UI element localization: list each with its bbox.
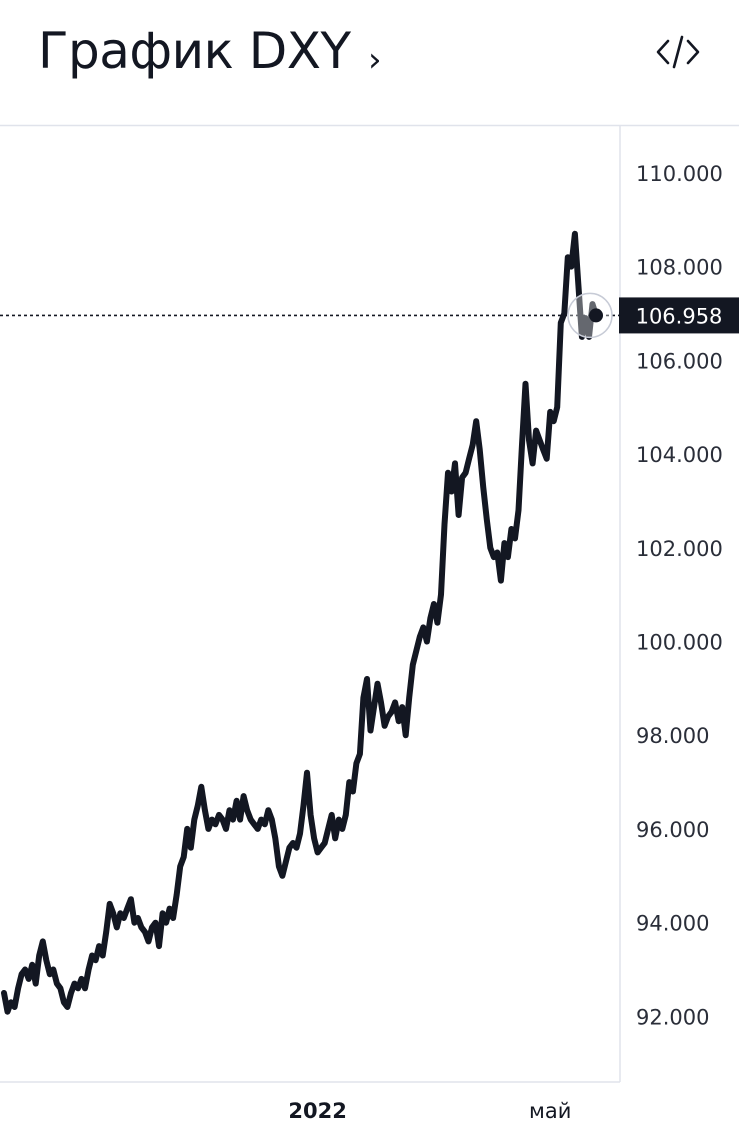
y-tick-label: 94.000 (636, 912, 709, 936)
x-tick-label: 2022 (288, 1099, 346, 1123)
y-tick-label: 102.000 (636, 537, 723, 561)
y-tick-label: 98.000 (636, 724, 709, 748)
time-axis: 2022 май (288, 1099, 571, 1123)
y-tick-label: 106.000 (636, 349, 723, 373)
last-price-value: 106.958 (636, 304, 723, 328)
price-axis: 110.000 108.000 106.000 104.000 102.000 100.0… (636, 162, 723, 1030)
last-point-marker (589, 308, 603, 323)
chart-header: График DXY › (0, 0, 739, 112)
dxy-price-line (1, 230, 599, 1015)
code-embed-icon[interactable] (652, 32, 704, 72)
chart-title[interactable]: График DXY (38, 22, 351, 80)
y-tick-label: 92.000 (636, 1005, 709, 1029)
chevron-right-icon[interactable]: › (368, 40, 382, 80)
y-tick-label: 110.000 (636, 162, 723, 186)
y-tick-label: 108.000 (636, 256, 723, 280)
y-tick-label: 100.000 (636, 630, 723, 654)
last-price-label: 106.958 (619, 297, 739, 334)
x-tick-label: май (529, 1099, 571, 1123)
y-tick-label: 104.000 (636, 443, 723, 467)
y-tick-label: 96.000 (636, 818, 709, 842)
